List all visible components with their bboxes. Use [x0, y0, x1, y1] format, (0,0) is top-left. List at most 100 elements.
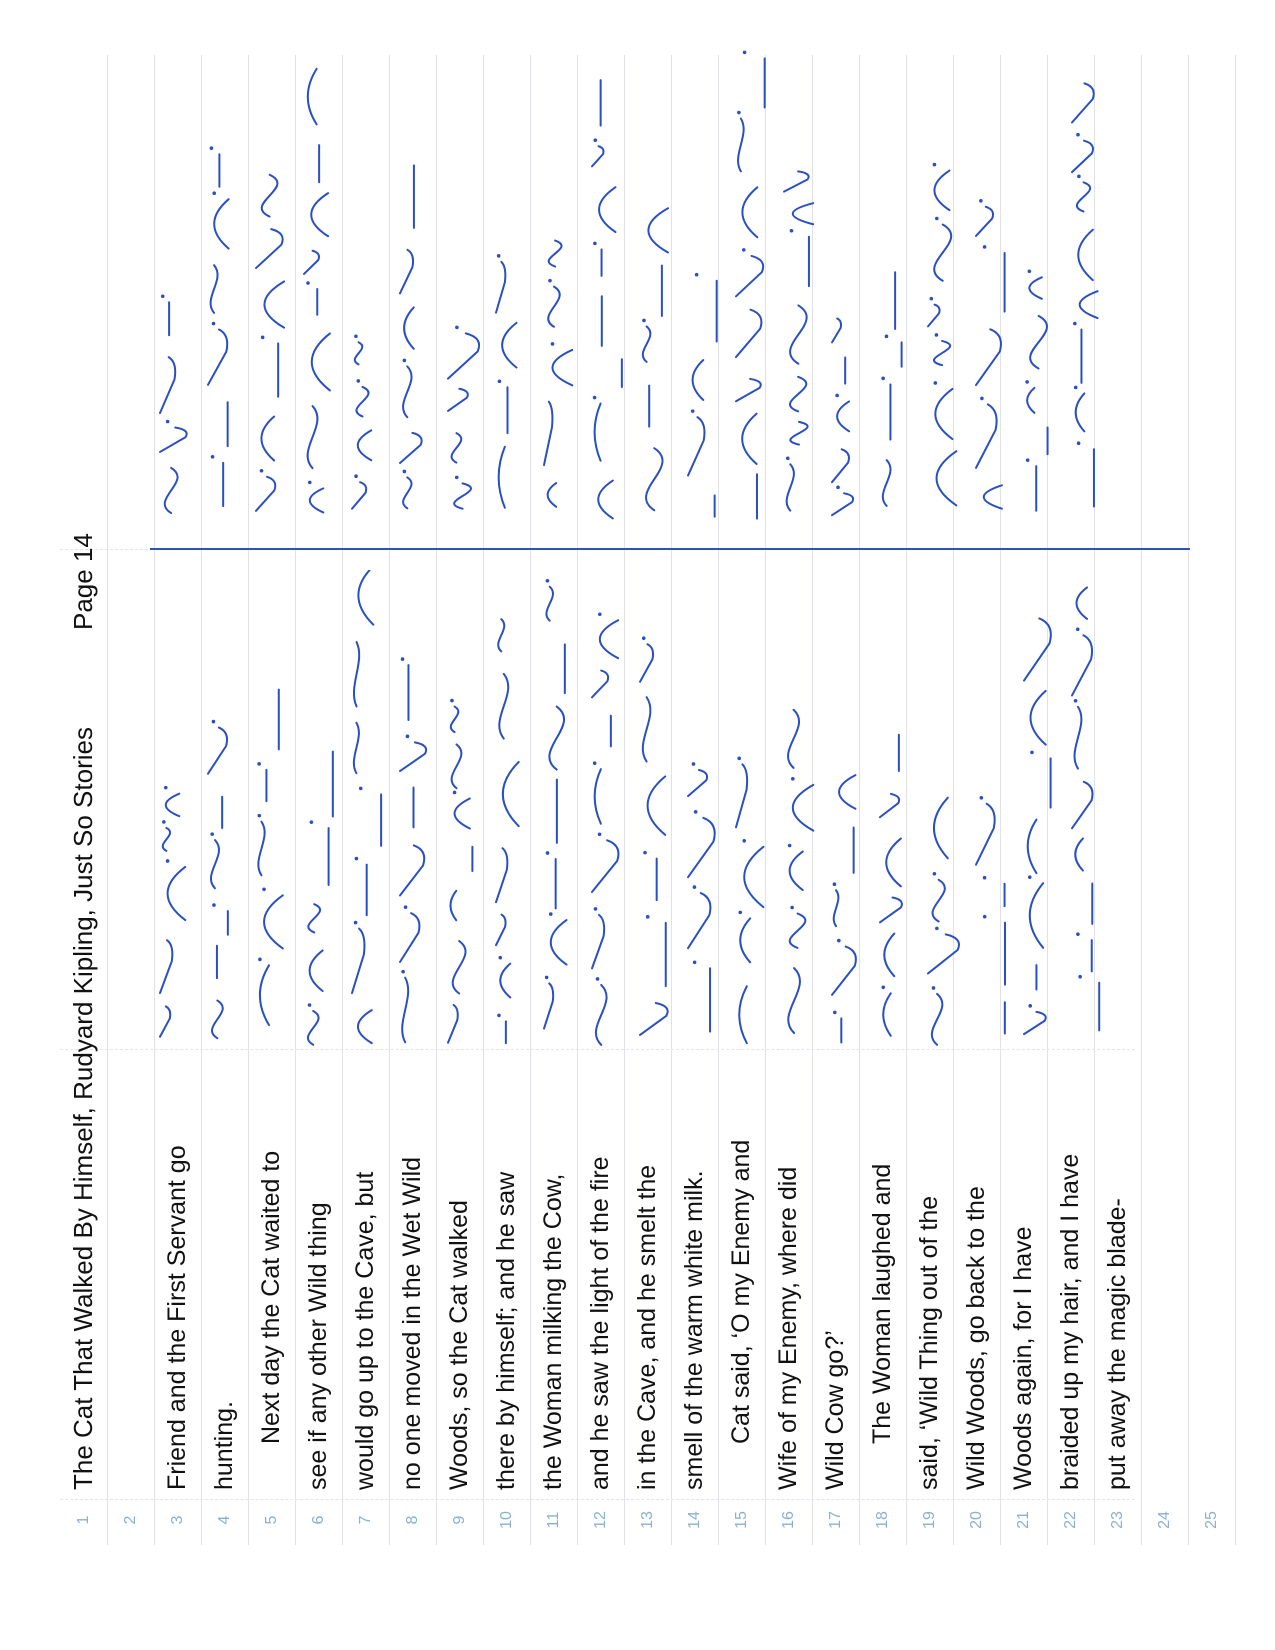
shorthand-stroke	[402, 476, 413, 510]
shorthand-stroke	[735, 377, 762, 403]
ruled-line	[107, 55, 108, 1545]
shorthand-stroke	[975, 802, 996, 866]
shorthand-dot	[548, 912, 553, 916]
shorthand-stroke	[255, 228, 284, 270]
shorthand-dot	[401, 969, 405, 974]
shorthand-stroke	[1071, 780, 1094, 830]
shorthand-stroke	[355, 385, 370, 418]
shorthand-strokes-left	[159, 570, 1101, 1046]
shorthand-dot	[982, 914, 987, 919]
shorthand-stroke	[399, 844, 426, 897]
shorthand-stroke	[1029, 689, 1047, 746]
shorthand-dot	[455, 325, 459, 330]
shorthand-stroke	[399, 431, 423, 464]
shorthand-stroke	[1075, 586, 1089, 620]
shorthand-dot	[496, 254, 501, 258]
shorthand-stroke	[1029, 314, 1048, 370]
shorthand-stroke	[930, 992, 944, 1046]
shorthand-dot	[789, 228, 794, 233]
shorthand-dot	[884, 334, 889, 339]
shorthand-stroke	[306, 67, 318, 126]
shorthand-dot	[1027, 875, 1032, 879]
shorthand-stroke	[263, 894, 284, 950]
shorthand-stroke	[599, 619, 620, 660]
shorthand-stroke	[303, 249, 320, 275]
shorthand-dot	[1076, 932, 1080, 936]
line-number: 21	[1015, 1511, 1032, 1529]
shorthand-dot	[354, 474, 358, 479]
shorthand-stroke	[450, 743, 463, 790]
shorthand-stroke	[787, 708, 801, 769]
shorthand-stroke	[356, 429, 373, 462]
shorthand-stroke	[933, 796, 949, 860]
shorthand-stroke	[789, 304, 808, 365]
shorthand-stroke	[591, 669, 610, 699]
shorthand-dot	[742, 50, 747, 55]
shorthand-dot	[452, 790, 457, 795]
shorthand-dot	[832, 882, 837, 887]
shorthand-stroke	[499, 962, 512, 999]
shorthand-stroke	[161, 826, 171, 852]
shorthand-stroke	[453, 797, 471, 830]
shorthand-dot	[738, 910, 743, 915]
shorthand-stroke	[975, 403, 998, 469]
shorthand-dot	[737, 110, 741, 115]
shorthand-dot	[307, 1003, 312, 1007]
shorthand-stroke	[789, 375, 808, 413]
shorthand-stroke	[495, 260, 507, 314]
shorthand-dot	[309, 820, 314, 824]
shorthand-stroke	[591, 913, 606, 970]
shorthand-dot	[545, 851, 550, 855]
shorthand-dot	[260, 335, 265, 340]
shorthand-dot	[163, 785, 168, 790]
shorthand-dot	[257, 813, 262, 818]
shorthand-stroke	[879, 792, 901, 819]
shorthand-stroke	[879, 896, 903, 924]
shorthand-dot	[497, 379, 502, 384]
shorthand-dot	[210, 832, 214, 836]
line-number: 17	[827, 1511, 844, 1529]
shorthand-dot	[597, 832, 602, 837]
shorthand-stroke	[975, 205, 995, 237]
shorthand-dot	[1073, 698, 1078, 703]
shorthand-dot	[1073, 321, 1077, 326]
shorthand-stroke	[641, 696, 652, 763]
shorthand-dot	[694, 272, 699, 277]
shorthand-dot	[405, 734, 410, 739]
shorthand-stroke	[399, 741, 428, 773]
shorthand-dot	[1078, 974, 1082, 979]
shorthand-stroke	[548, 705, 565, 771]
shorthand-stroke	[881, 459, 892, 507]
line-number: 6	[310, 1515, 327, 1525]
shorthand-stroke	[883, 932, 896, 978]
shorthand-dot	[212, 903, 216, 907]
shorthand-stroke	[310, 332, 331, 392]
shorthand-stroke	[163, 466, 179, 515]
shorthand-dot	[498, 955, 503, 960]
shorthand-dot	[785, 456, 790, 461]
shorthand-stroke	[498, 672, 510, 740]
line-number: 18	[874, 1511, 891, 1529]
shorthand-dot	[980, 396, 984, 401]
shorthand-stroke	[882, 992, 892, 1037]
shorthand-dot	[212, 191, 216, 195]
shorthand-stroke	[306, 1010, 320, 1046]
shorthand-dot	[790, 777, 795, 781]
shorthand-dot	[1025, 458, 1030, 462]
shorthand-stroke	[933, 169, 951, 212]
shorthand-stroke	[597, 479, 614, 520]
shorthand-stroke	[639, 1002, 669, 1036]
shorthand-dot	[210, 455, 215, 459]
shorthand-dot	[642, 318, 646, 323]
shorthand-dot	[402, 469, 407, 474]
shorthand-stroke	[164, 792, 181, 818]
shorthand-dot	[354, 334, 358, 339]
shorthand-stroke	[593, 768, 602, 825]
shorthand-dot	[692, 885, 697, 889]
shorthand-dot	[837, 938, 841, 943]
shorthand-stroke	[1026, 818, 1038, 875]
shorthand-dot	[400, 657, 405, 661]
shorthand-dot	[544, 975, 549, 980]
shorthand-dot	[598, 612, 602, 617]
